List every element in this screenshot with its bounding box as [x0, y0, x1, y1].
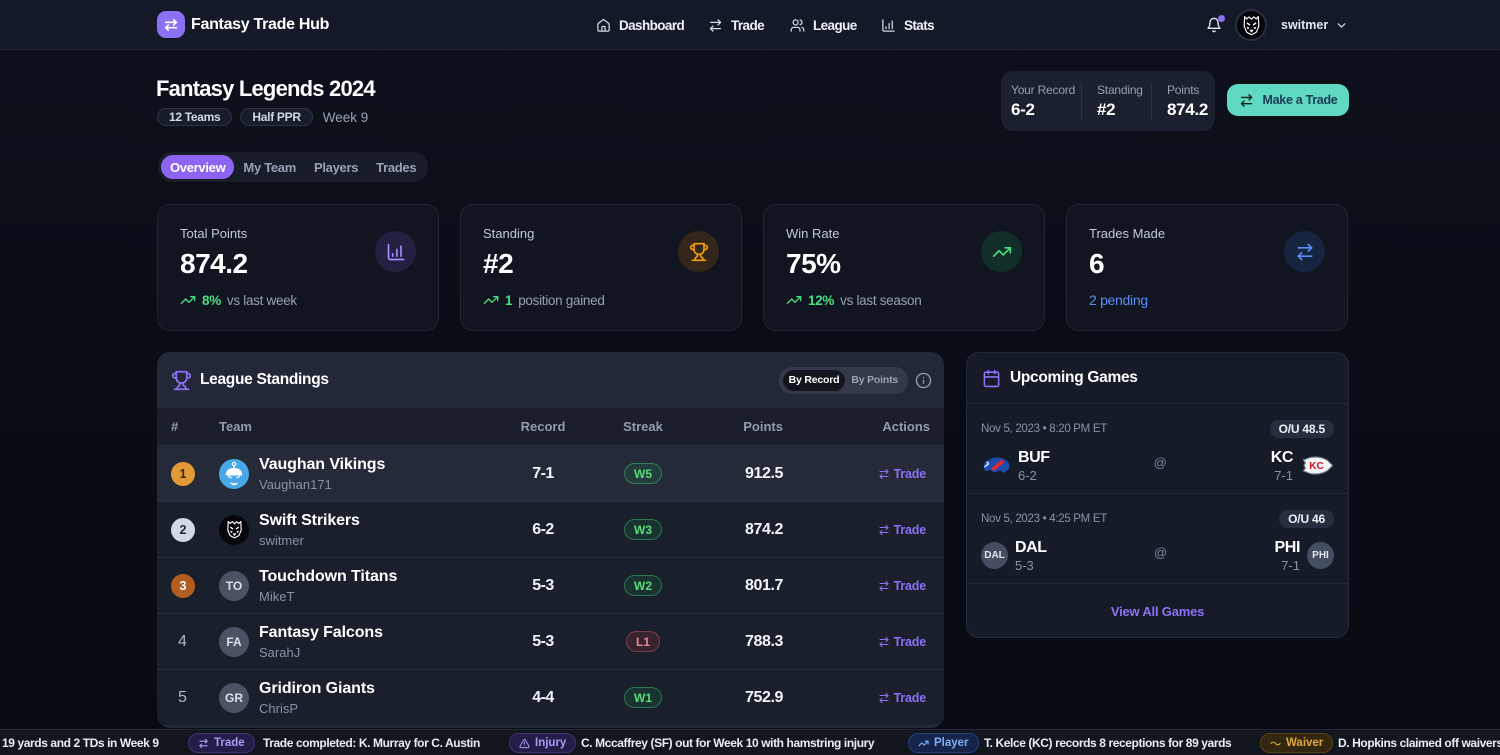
- svg-text:KC: KC: [1309, 461, 1323, 472]
